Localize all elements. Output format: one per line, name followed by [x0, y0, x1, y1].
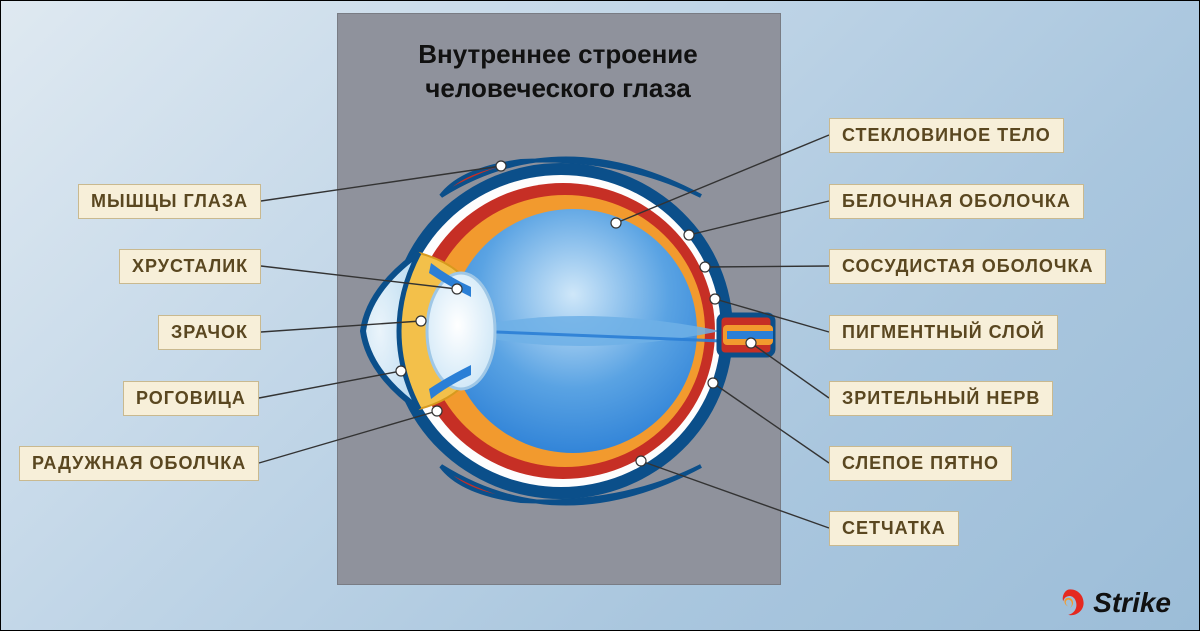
swirl-icon: [1053, 586, 1087, 620]
label-cornea: РОГОВИЦА: [123, 381, 259, 416]
label-vitreous: СТЕКЛОВИНОЕ ТЕЛО: [829, 118, 1064, 153]
label-pigment: ПИГМЕНТНЫЙ СЛОЙ: [829, 315, 1058, 350]
label-pupil: ЗРАЧОК: [158, 315, 261, 350]
label-choroid: СОСУДИСТАЯ ОБОЛОЧКА: [829, 249, 1106, 284]
label-retina: СЕТЧАТКА: [829, 511, 959, 546]
diagram-stage: Внутреннее строение человеческого глаза: [0, 0, 1200, 631]
label-muscle: МЫШЦЫ ГЛАЗА: [78, 184, 261, 219]
label-iris: РАДУЖНАЯ ОБОЛЧКА: [19, 446, 259, 481]
brand-logo: Strike: [1053, 586, 1171, 620]
label-sclera: БЕЛОЧНАЯ ОБОЛОЧКА: [829, 184, 1084, 219]
label-lens: ХРУСТАЛИК: [119, 249, 261, 284]
brand-name: Strike: [1093, 587, 1171, 619]
label-nerve: ЗРИТЕЛЬНЫЙ НЕРВ: [829, 381, 1053, 416]
label-blind: СЛЕПОЕ ПЯТНО: [829, 446, 1012, 481]
